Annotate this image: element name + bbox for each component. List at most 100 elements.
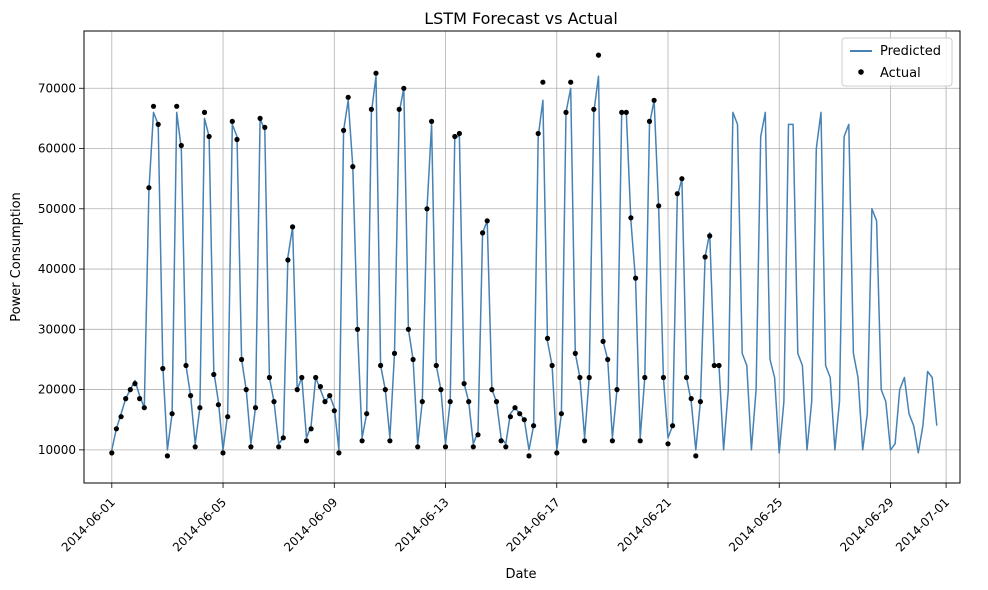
chart-title: LSTM Forecast vs Actual [424,9,618,28]
actual-point [526,453,532,459]
actual-point [303,438,310,444]
actual-point [674,191,680,197]
y-tick-label: 20000 [38,383,76,397]
actual-point [595,52,602,58]
actual-point [336,450,342,456]
actual-point [656,203,662,209]
actual-point [206,133,212,140]
actual-point [651,97,657,103]
actual-point [229,118,235,124]
actual-point [582,438,588,444]
actual-point [628,215,634,221]
y-tick-label: 50000 [38,202,76,216]
actual-point [605,356,611,363]
actual-point [313,374,319,381]
actual-point [586,374,592,381]
actual-point [178,142,184,149]
actual-point [123,396,129,402]
actual-point [401,85,407,91]
actual-point [410,356,416,363]
actual-point [670,423,676,429]
actual-point [359,438,365,444]
actual-point [429,118,435,124]
actual-point [364,411,370,417]
actual-point [475,432,481,438]
actual-point [132,381,138,387]
actual-point [554,450,560,456]
actual-point [160,365,166,372]
actual-point [308,426,314,432]
actual-point [280,435,286,441]
x-axis-label: Date [505,567,536,582]
actual-point [503,444,509,450]
actual-point [577,374,583,381]
actual-point [373,70,379,76]
actual-point [480,230,486,236]
actual-point [521,417,527,423]
actual-point [192,444,198,450]
actual-point [707,233,713,239]
actual-point [331,408,337,414]
actual-point [155,121,161,127]
y-tick-label: 40000 [38,262,76,276]
actual-point [609,438,616,444]
actual-point [164,453,170,459]
actual-point [614,387,620,393]
actual-point [243,387,249,393]
actual-point [702,254,708,260]
legend-actual-label: Actual [880,66,921,81]
actual-point [623,109,629,115]
actual-point [183,362,189,369]
actual-point [169,411,175,417]
actual-point [391,350,398,356]
actual-point [215,402,221,408]
actual-point [693,453,699,459]
actual-point [225,414,231,420]
actual-point [507,414,513,420]
actual-point [109,450,115,456]
actual-point [322,399,328,405]
actual-point [368,106,374,112]
y-axis: 10000 20000 30000 40000 50000 60000 70000 [38,81,84,457]
y-tick-label: 70000 [38,81,76,95]
actual-point [150,103,157,109]
actual-point [248,444,254,450]
actual-point [419,399,425,405]
actual-point [633,275,639,281]
actual-point [424,206,430,212]
actual-point [679,176,685,182]
actual-point [442,444,449,450]
actual-point [688,396,694,402]
actual-point [317,384,323,390]
actual-point [299,374,305,381]
y-axis-label: Power Consumption [9,192,24,322]
actual-point [341,127,347,133]
actual-point [600,338,606,344]
actual-point [137,396,143,402]
actual-point [211,371,217,378]
actual-point [290,224,296,230]
actual-point [665,441,671,447]
y-tick-label: 10000 [38,443,76,457]
actual-point [517,411,523,417]
y-tick-label: 30000 [38,322,76,336]
actual-point [266,374,272,381]
actual-point [711,362,717,369]
actual-point [470,444,476,450]
actual-point [234,136,240,143]
actual-point [558,411,565,417]
plot-frame [83,30,961,484]
actual-point [252,405,259,411]
legend-predicted-label: Predicted [880,44,941,59]
actual-point [285,257,291,263]
legend-actual-swatch [858,69,864,75]
actual-point [345,94,351,100]
actual-point [387,438,393,444]
actual-point [382,387,388,393]
actual-point [257,115,263,121]
actual-point [544,335,551,341]
actual-point [498,438,504,444]
actual-point [378,362,384,369]
actual-point [697,399,704,405]
